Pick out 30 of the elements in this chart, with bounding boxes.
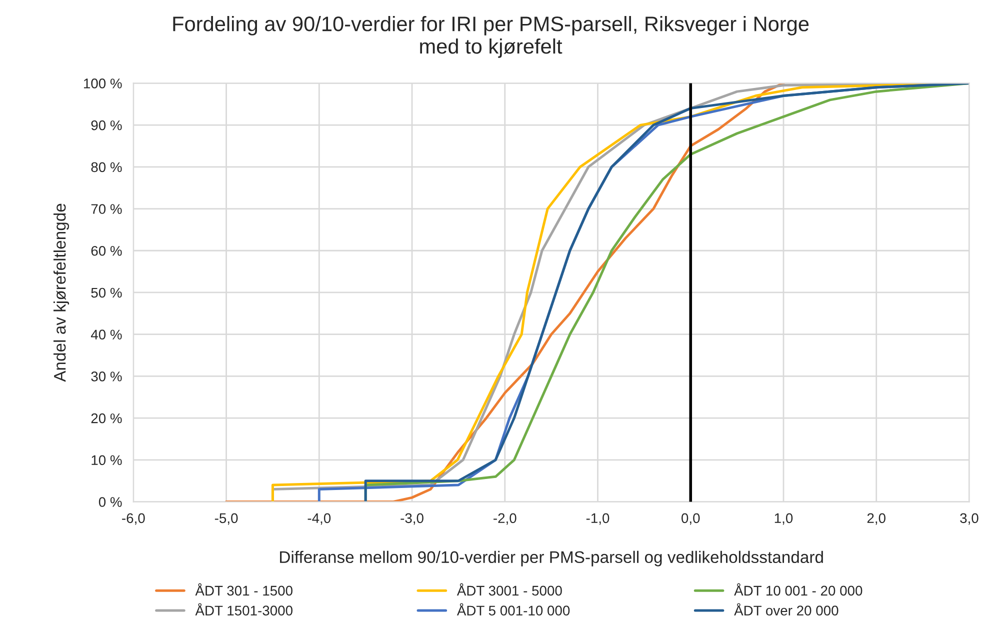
legend-label: ÅDT 3001 - 5000 [456,583,562,596]
x-tick-label: 0,0 [682,513,700,525]
legend-label: ÅDT over 20 000 [734,603,838,616]
y-tick-label: 80 % [91,162,122,172]
y-tick-label: 60 % [91,246,122,256]
x-tick-label: 3,0 [960,513,978,525]
legend-label: ÅDT 1501-3000 [195,603,292,616]
x-tick-label: 1,0 [774,513,793,525]
x-tick-label: -2,0 [494,513,516,525]
y-tick-label: 70 % [91,204,122,214]
y-tick-label: 30 % [91,372,122,382]
x-tick-label: -6,0 [122,513,145,525]
y-tick-label: 20 % [91,413,122,424]
x-tick-label: 2,0 [867,513,886,525]
x-tick-label: -4,0 [308,513,331,525]
chart-title: Fordeling av 90/10-verdier for IRI per PMS-parsell, Riksveger i Norge med to kjørefelt [173,16,809,58]
y-tick-label: 90 % [91,120,122,130]
y-tick-label: 100 % [84,78,122,88]
y-axis-title: Andel av kjørefeltlengde [54,204,70,382]
x-axis-title: Differanse mellom 90/10-verdier per PMS-parsell og vedlikeholdsstandard [280,550,823,566]
y-tick-label: 50 % [91,288,122,298]
x-tick-label: -5,0 [214,513,238,525]
y-tick-label: 0 % [98,497,122,507]
x-tick-label: -3,0 [400,513,424,525]
x-tick-label: -1,0 [586,513,610,525]
y-tick-label: 10 % [92,455,122,466]
y-tick-label: 40 % [90,330,122,340]
legend-label: ÅDT 10 001 - 20 000 [734,583,862,596]
legend-label: ÅDT 5 001-10 000 [456,603,570,616]
legend-label: ÅDT 301 - 1500 [195,583,292,596]
